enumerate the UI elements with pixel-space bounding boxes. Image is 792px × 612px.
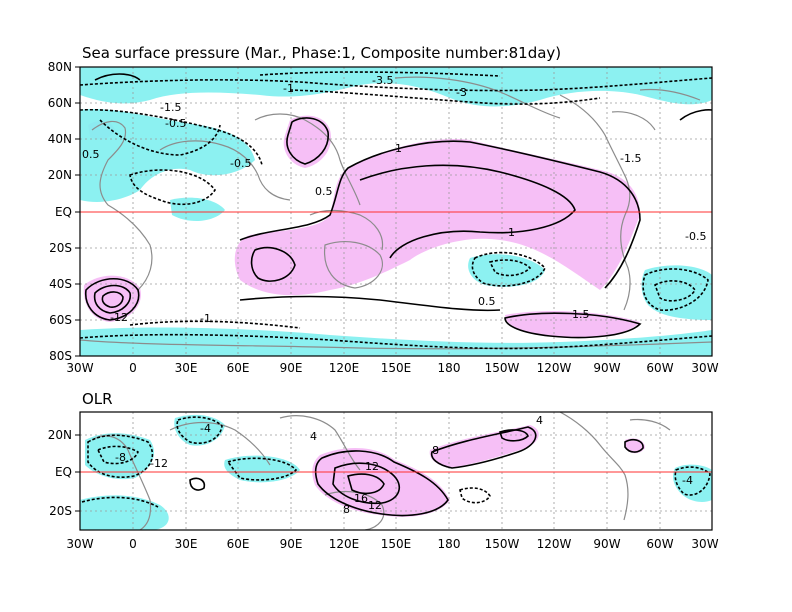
x-tick-label: 150E <box>381 361 412 375</box>
x-tick-label: 60W <box>646 537 673 551</box>
contour-label: -3 <box>456 86 467 99</box>
x-tick-label: 90E <box>280 537 303 551</box>
x-tick-label: 30W <box>66 361 93 375</box>
contour-label: 8 <box>432 444 439 457</box>
positive-anomaly-shading <box>83 115 640 338</box>
contour-label: 1 <box>395 142 402 155</box>
olr-coastlines <box>91 412 671 530</box>
x-tick-label: 180 <box>438 361 461 375</box>
contour-label: -0.5 <box>685 230 706 243</box>
panel-title-olr: OLR <box>82 390 113 408</box>
olr-map-frame <box>79 411 713 531</box>
y-tick-label: 60S <box>49 313 72 327</box>
slp-contour-labels: -1.5 -1 -0.5 -3 -3.5 0.5 1 1.5 -12 -0.5 … <box>82 74 706 325</box>
x-tick-label: 120W <box>537 537 572 551</box>
x-tick-label: 120E <box>329 537 360 551</box>
contour-label: 16 <box>354 492 368 505</box>
contour-label: -1 <box>200 312 211 325</box>
olr-contours <box>81 416 711 517</box>
slp-contours <box>80 71 712 350</box>
contour-label: -12 <box>150 457 168 470</box>
x-tick-label: 30E <box>175 361 198 375</box>
contour-label: -0.5 <box>165 117 186 130</box>
x-tick-label: 60W <box>646 361 673 375</box>
contour-label: -1.5 <box>620 152 641 165</box>
y-tick-label: 40S <box>49 277 72 291</box>
x-tick-label: 90E <box>280 361 303 375</box>
x-tick-label: 90W <box>593 361 620 375</box>
contour-label: 4 <box>536 414 543 427</box>
olr-gridlines <box>80 412 712 530</box>
olr-map-area <box>80 412 712 530</box>
x-tick-label: 150W <box>485 361 520 375</box>
y-tick-label: 80S <box>49 349 72 363</box>
contour-label: 4 <box>310 430 317 443</box>
olr-y-axis: 20N EQ 20S <box>48 428 80 518</box>
y-tick-label: 80N <box>48 60 72 74</box>
x-tick-label: 0 <box>129 537 137 551</box>
x-tick-label: 30W <box>691 537 718 551</box>
x-tick-label: 120W <box>537 361 572 375</box>
x-tick-label: 60E <box>227 361 250 375</box>
olr-panel: OLR <box>48 390 719 551</box>
sea-surface-pressure-panel: Sea surface pressure (Mar., Phase:1, Com… <box>48 44 719 375</box>
y-tick-label: EQ <box>55 205 72 219</box>
x-tick-label: 90W <box>593 537 620 551</box>
contour-label: -0.5 <box>230 157 251 170</box>
y-tick-label: 60N <box>48 96 72 110</box>
x-tick-label: 150E <box>381 537 412 551</box>
contour-label: 1 <box>508 226 515 239</box>
contour-label: -1.5 <box>160 101 181 114</box>
x-tick-label: 0 <box>129 361 137 375</box>
olr-contour-labels: -8 -12 -4 4 8 12 16 12 8 4 -4 <box>115 414 693 516</box>
y-tick-label: 20S <box>49 241 72 255</box>
y-tick-label: 20N <box>48 168 72 182</box>
y-tick-label: 20N <box>48 428 72 442</box>
contour-label: 12 <box>368 499 382 512</box>
slp-x-axis: 30W 0 30E 60E 90E 120E 150E 180 150W 120… <box>66 361 718 375</box>
contour-label: -1 <box>283 82 294 95</box>
y-tick-label: 20S <box>49 504 72 518</box>
contour-label: -4 <box>682 474 693 487</box>
contour-label: 0.5 <box>82 148 100 161</box>
x-tick-label: 30W <box>691 361 718 375</box>
y-tick-label: EQ <box>55 465 72 479</box>
contour-label: 1.5 <box>572 308 590 321</box>
x-tick-label: 180 <box>438 537 461 551</box>
contour-label: -4 <box>200 422 211 435</box>
x-tick-label: 150W <box>485 537 520 551</box>
slp-y-axis: 80N 60N 40N 20N EQ 20S 40S 60S 80S <box>48 60 80 363</box>
contour-label: -12 <box>110 311 128 324</box>
contour-label: 12 <box>365 460 379 473</box>
slp-gridlines <box>80 67 712 356</box>
contour-label: 0.5 <box>315 185 333 198</box>
x-tick-label: 30E <box>175 537 198 551</box>
olr-x-axis: 30W 0 30E 60E 90E 120E 150E 180 150W 120… <box>66 537 718 551</box>
x-tick-label: 60E <box>227 537 250 551</box>
contour-label: 0.5 <box>478 295 496 308</box>
slp-coastlines <box>80 76 712 350</box>
panel-title-slp: Sea surface pressure (Mar., Phase:1, Com… <box>82 44 561 62</box>
contour-label: -3.5 <box>372 74 393 87</box>
x-tick-label: 30W <box>66 537 93 551</box>
contour-label: -8 <box>115 451 126 464</box>
slp-map-area <box>80 67 712 356</box>
y-tick-label: 40N <box>48 132 72 146</box>
contour-label: 8 <box>343 503 350 516</box>
x-tick-label: 120E <box>329 361 360 375</box>
